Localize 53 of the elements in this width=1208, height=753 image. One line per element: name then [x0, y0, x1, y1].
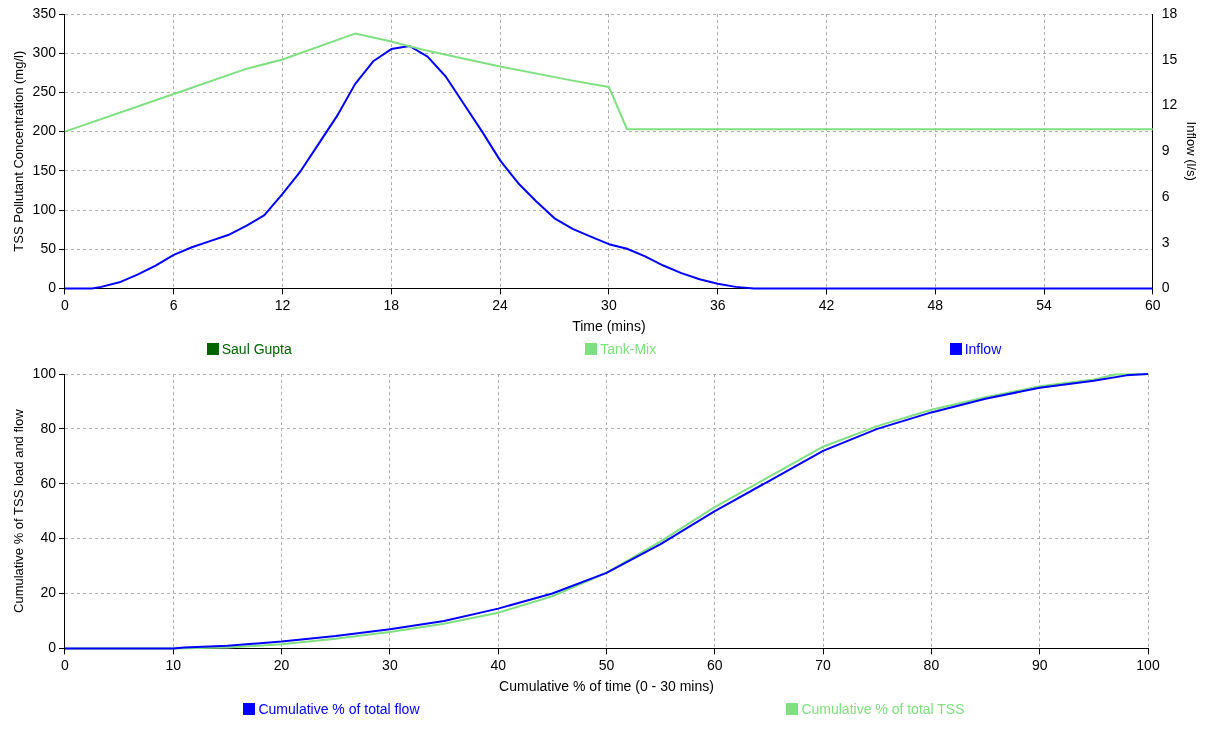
y-tick-label: 350	[32, 4, 57, 21]
x-tick-label: 24	[492, 296, 509, 313]
x-tick-label: 60	[706, 656, 723, 673]
y2-axis-title: Inflow (l/s)	[1183, 121, 1199, 181]
y-tick-label: 40	[40, 529, 57, 546]
x-tick-label: 42	[818, 296, 835, 313]
x-tick-label: 30	[382, 656, 398, 673]
y2-tick-label: 15	[1161, 50, 1178, 67]
legend-label: Inflow	[963, 341, 1002, 357]
x-tick-label: 20	[273, 656, 290, 673]
y-tick-label: 60	[40, 474, 57, 491]
x-tick-label: 0	[61, 296, 70, 313]
x-axis-title: Time (mins)	[572, 318, 646, 335]
y-tick-label: 150	[32, 161, 57, 178]
y-axis-title: TSS Pollutant Concentration (mg/l)	[11, 50, 27, 252]
x-tick-label: 0	[61, 656, 70, 673]
x-tick-label: 40	[490, 656, 507, 673]
x-tick-label: 48	[927, 296, 944, 313]
y-tick-label: 20	[40, 584, 57, 601]
x-tick-label: 6	[169, 296, 178, 313]
x-tick-label: 90	[1031, 656, 1048, 673]
y-tick-label: 250	[32, 83, 57, 100]
y2-tick-label: 12	[1161, 96, 1178, 113]
y-tick-label: 100	[32, 200, 57, 217]
y-tick-label: 0	[48, 639, 57, 656]
x-tick-label: 80	[923, 656, 940, 673]
x-tick-label: 30	[601, 296, 617, 313]
y-tick-label: 80	[40, 419, 57, 436]
y2-tick-label: 9	[1161, 142, 1170, 159]
x-tick-label: 60	[1145, 296, 1161, 313]
y2-tick-label: 6	[1161, 187, 1170, 204]
x-tick-label: 36	[709, 296, 726, 313]
y-tick-label: 100	[32, 364, 57, 381]
y-tick-label: 300	[32, 44, 57, 61]
legend-label: Tank-Mix	[599, 341, 657, 357]
y2-tick-label: 3	[1161, 233, 1170, 250]
y-tick-label: 50	[40, 240, 57, 257]
legend-label: Cumulative % of total flow	[257, 701, 420, 717]
y2-tick-label: 0	[1161, 279, 1170, 296]
y2-tick-label: 18	[1161, 4, 1178, 21]
x-tick-label: 50	[598, 656, 615, 673]
legend-label: Cumulative % of total TSS	[800, 701, 965, 717]
x-tick-label: 12	[274, 296, 291, 313]
x-tick-label: 54	[1036, 296, 1053, 313]
y-tick-label: 200	[32, 122, 57, 139]
x-tick-label: 70	[815, 656, 832, 673]
x-axis-title: Cumulative % of time (0 - 30 mins)	[499, 678, 714, 695]
legend-label: Saul Gupta	[220, 341, 292, 357]
x-tick-label: 18	[383, 296, 400, 313]
y-tick-label: 0	[48, 279, 57, 296]
x-tick-label: 10	[165, 656, 182, 673]
x-tick-label: 100	[1136, 656, 1160, 673]
y-axis-title: Cumulative % of TSS load and flow	[11, 408, 27, 613]
